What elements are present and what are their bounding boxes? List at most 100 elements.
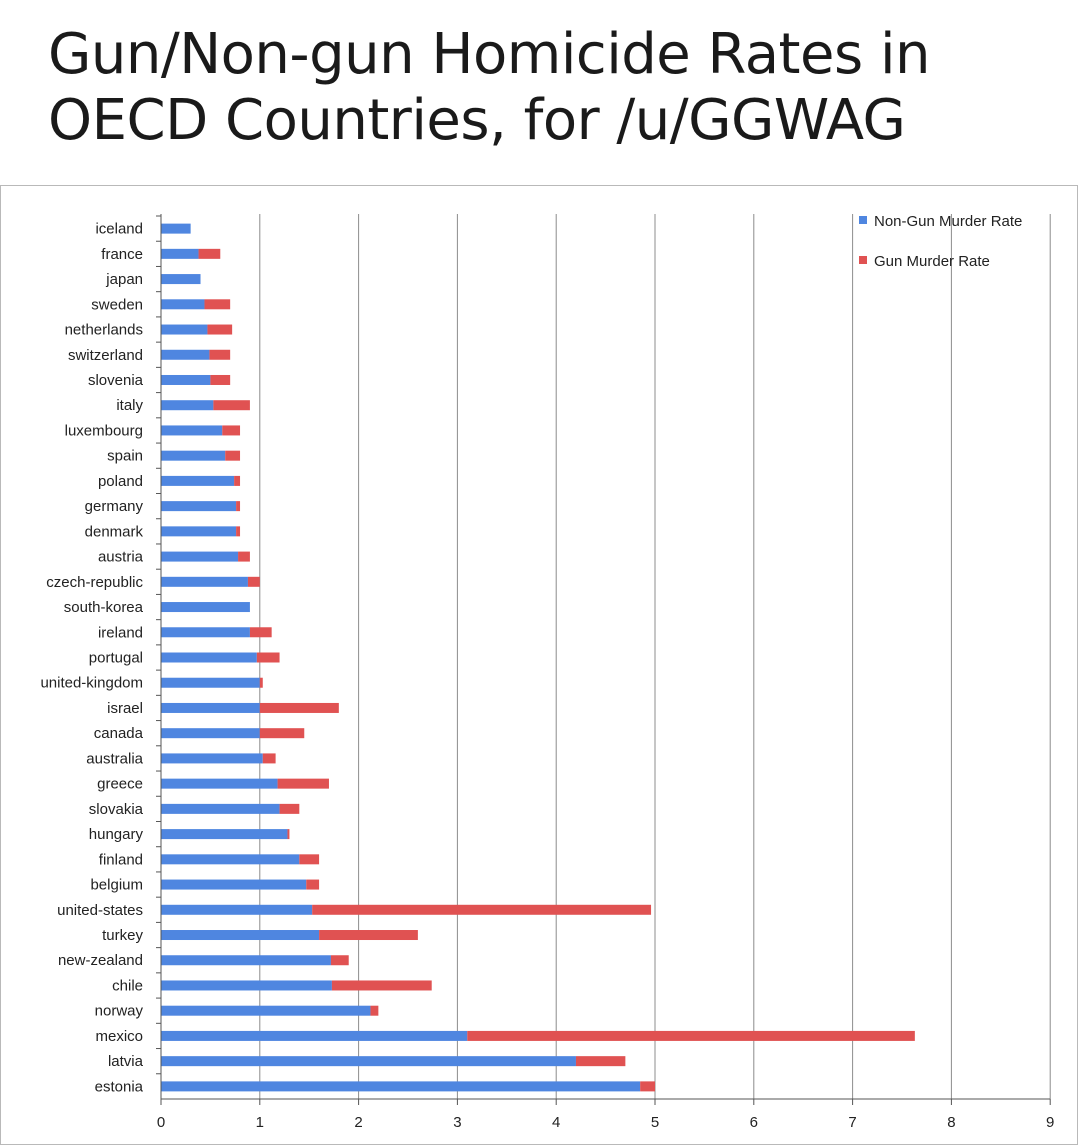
bar-non-gun-italy [161,400,214,411]
x-tick-labels: 0 1 2 3 4 5 6 7 8 9 [157,1114,1055,1131]
legend-label-gun: Gun Murder Rate [874,253,990,270]
bar-gun-poland [234,475,241,486]
category-label-australia: australia [86,750,143,767]
bar-non-gun-netherlands [161,324,208,335]
bar-non-gun-denmark [161,526,237,537]
bars [161,223,915,1092]
bar-gun-ireland [249,627,272,638]
bar-non-gun-latvia [161,1056,576,1067]
category-label-hungary: hungary [89,826,144,843]
chart-frame: iceland france japan sweden netherlands switz… [0,185,1078,1145]
category-label-greece: greece [97,776,143,793]
category-labels: iceland france japan sweden netherlands switz… [40,221,143,1096]
bar-gun-luxembourg [222,425,241,436]
bar-gun-portugal [256,652,280,663]
category-label-finland: finland [99,851,143,868]
category-label-united-kingdom: united-kingdom [40,675,143,692]
bar-gun-belgium [306,879,320,890]
category-label-austria: austria [98,549,144,566]
bar-non-gun-mexico [161,1030,468,1041]
bar-non-gun-greece [161,778,278,789]
bar-non-gun-slovenia [161,374,211,385]
category-label-switzerland: switzerland [68,347,143,364]
bar-non-gun-estonia [161,1081,641,1092]
bar-non-gun-united-states [161,904,313,915]
category-label-portugal: portugal [89,650,143,667]
page-title: Gun/Non-gun Homicide Rates in OECD Count… [48,22,1058,154]
bar-non-gun-portugal [161,652,257,663]
category-label-estonia: estonia [95,1078,144,1095]
bar-gun-canada [259,728,305,739]
bar-non-gun-france [161,248,199,259]
bar-gun-switzerland [209,349,231,360]
bar-gun-hungary [287,829,290,840]
bar-non-gun-poland [161,475,235,486]
bar-gun-estonia [640,1081,655,1092]
category-label-new-zealand: new-zealand [58,952,143,969]
bar-gun-germany [236,501,241,512]
bar-gun-slovenia [210,374,231,385]
bar-non-gun-new-zealand [161,955,331,966]
bar-gun-austria [238,551,250,562]
category-label-spain: spain [107,448,143,465]
category-label-italy: italy [116,397,143,414]
bar-non-gun-belgium [161,879,307,890]
bar-gun-denmark [236,526,241,537]
bar-non-gun-switzerland [161,349,210,360]
category-label-canada: canada [94,725,144,742]
bar-non-gun-czech-republic [161,576,248,587]
bar-gun-turkey [319,930,418,941]
bar-gun-australia [262,753,276,764]
page-title-line-1: Gun/Non-gun Homicide Rates in [48,22,931,87]
bar-gun-czech-republic [247,576,260,587]
bar-non-gun-norway [161,1005,371,1016]
bar-gun-mexico [467,1030,915,1041]
bar-non-gun-ireland [161,627,250,638]
bar-gun-finland [299,854,320,865]
category-label-japan: japan [105,271,143,288]
axes [156,214,1051,1105]
legend: Non-Gun Murder Rate Gun Murder Rate [859,213,1022,270]
bar-gun-sweden [204,299,231,310]
category-label-germany: germany [85,498,144,515]
bar-gun-spain [225,450,241,461]
bar-non-gun-slovakia [161,803,280,814]
bar-non-gun-sweden [161,299,205,310]
bar-gun-new-zealand [330,955,349,966]
bar-gun-norway [370,1005,379,1016]
category-label-poland: poland [98,473,143,490]
category-label-denmark: denmark [85,523,144,540]
x-tick-label: 1 [256,1114,264,1131]
category-label-norway: norway [95,1003,144,1020]
bar-gun-france [198,248,221,259]
x-tick-label: 6 [750,1114,758,1131]
category-label-czech-republic: czech-republic [46,574,143,591]
page-title-line-2: OECD Countries, for /u/GGWAG [48,88,906,153]
bar-non-gun-united-kingdom [161,677,260,688]
bar-gun-united-states [312,904,652,915]
category-label-south-korea: south-korea [64,599,144,616]
category-label-iceland: iceland [95,221,143,238]
legend-swatch-non-gun [859,216,867,224]
legend-label-non-gun: Non-Gun Murder Rate [874,213,1022,230]
bar-non-gun-luxembourg [161,425,223,436]
category-label-slovenia: slovenia [88,372,144,389]
category-label-luxembourg: luxembourg [65,422,143,439]
legend-swatch-gun [859,256,867,264]
bar-gun-chile [331,980,432,991]
x-tick-label: 8 [947,1114,955,1131]
bar-non-gun-turkey [161,930,320,941]
x-tick-label: 9 [1046,1114,1054,1131]
bar-non-gun-australia [161,753,263,764]
x-tick-label: 0 [157,1114,165,1131]
category-label-united-states: united-states [57,902,143,919]
bar-non-gun-israel [161,702,260,713]
category-label-turkey: turkey [102,927,143,944]
bar-non-gun-austria [161,551,239,562]
bar-non-gun-south-korea [161,602,250,613]
bar-gun-greece [277,778,329,789]
stacked-bar-chart: iceland france japan sweden netherlands switz… [40,213,1055,1131]
category-label-slovakia: slovakia [89,801,144,818]
x-tick-label: 2 [354,1114,362,1131]
bar-non-gun-chile [161,980,332,991]
